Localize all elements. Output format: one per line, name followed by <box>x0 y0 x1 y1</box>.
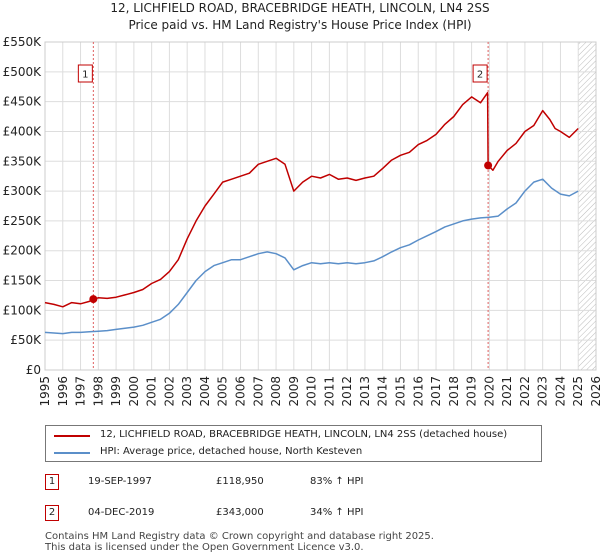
x-tick-label: 2011 <box>322 376 336 407</box>
x-tick-label: 2004 <box>198 376 212 407</box>
footer: Contains HM Land Registry data © Crown c… <box>45 531 434 553</box>
property-price-line <box>44 91 579 308</box>
y-tick-label: £400K <box>3 124 43 138</box>
legend-label-hpi: HPI: Average price, detached house, Nort… <box>100 446 363 457</box>
sale-label-box <box>77 64 93 83</box>
y-tick-label: £300K <box>3 184 43 198</box>
marker-lines <box>92 42 489 370</box>
x-tick-label: 2025 <box>571 376 585 407</box>
x-tick-label: 2009 <box>287 376 301 407</box>
legend-item-hpi: HPI: Average price, detached house, Nort… <box>46 445 541 461</box>
y-tick-label: £450K <box>3 95 43 109</box>
x-tick-label: 1995 <box>38 376 52 407</box>
transaction-date: 19-SEP-1997 <box>88 476 152 487</box>
chart-title: 12, LICHFIELD ROAD, BRACEBRIDGE HEATH, L… <box>0 0 600 34</box>
plot-area <box>45 42 596 370</box>
x-tick-label: 2026 <box>589 376 600 407</box>
x-tick-label: 2015 <box>393 376 407 407</box>
x-tick-label: 2014 <box>376 376 390 407</box>
x-tick-label: 2012 <box>340 376 354 407</box>
x-tick-label: 2021 <box>500 376 514 407</box>
sale-point <box>89 295 98 304</box>
sale-label: 2 <box>477 70 483 81</box>
x-tick-label: 2018 <box>447 376 461 407</box>
footer-line2: This data is licensed under the Open Gov… <box>45 542 364 553</box>
x-tick-label: 1998 <box>91 376 105 407</box>
y-tick-label: £50K <box>10 333 42 347</box>
y-tick-label: £0 <box>26 363 41 377</box>
x-tick-label: 2017 <box>429 376 443 407</box>
x-tick-label: 2022 <box>518 376 532 407</box>
x-tick-label: 2020 <box>482 376 496 407</box>
transaction-hpi: 83% ↑ HPI <box>310 476 364 487</box>
x-tick-label: 2005 <box>216 376 230 407</box>
x-tick-label: 2023 <box>536 376 550 407</box>
x-tick-label: 2002 <box>162 376 176 407</box>
x-tick-label: 1999 <box>109 376 123 407</box>
legend: 12, LICHFIELD ROAD, BRACEBRIDGE HEATH, L… <box>45 425 542 462</box>
x-tick-label: 2013 <box>358 376 372 407</box>
transaction-number: 2 <box>45 505 59 521</box>
x-tick-label: 2016 <box>411 376 425 407</box>
x-tick-label: 2010 <box>305 376 319 407</box>
y-tick-label: £100K <box>3 303 43 317</box>
x-tick-label: 2000 <box>127 376 141 407</box>
legend-label-property: 12, LICHFIELD ROAD, BRACEBRIDGE HEATH, L… <box>100 429 508 440</box>
legend-item-property: 12, LICHFIELD ROAD, BRACEBRIDGE HEATH, L… <box>46 428 541 444</box>
series-group <box>44 91 579 335</box>
grid <box>44 41 597 371</box>
plot-background <box>45 42 596 370</box>
transaction-price: £343,000 <box>216 507 264 518</box>
x-tick-label: 2007 <box>251 376 265 407</box>
x-tick-label: 2003 <box>180 376 194 407</box>
y-axis: £0 £50K £100K £150K £200K £250K £300K £350K £400… <box>3 35 43 377</box>
x-tick-label: 1996 <box>56 376 70 407</box>
x-tick-label: 1997 <box>74 376 88 407</box>
x-axis: 1995 1996 1997 1998 1999 2000 2001 2002 2003 2004… <box>38 376 600 407</box>
transaction-number: 1 <box>45 474 59 490</box>
y-tick-label: £150K <box>3 274 43 288</box>
y-tick-label: £550K <box>3 35 43 49</box>
x-tick-label: 2001 <box>145 376 159 407</box>
sale-label-box <box>472 64 488 83</box>
chart-title-line2: Price paid vs. HM Land Registry's House … <box>128 18 472 32</box>
x-tick-label: 2008 <box>269 376 283 407</box>
legend-swatch-property <box>54 435 90 437</box>
x-tick-label: 2024 <box>553 376 567 407</box>
footer-line1: Contains HM Land Registry data © Crown c… <box>45 531 434 542</box>
x-tick-label: 2006 <box>234 376 248 407</box>
plot-border <box>44 41 597 371</box>
sale-label: 1 <box>82 70 88 81</box>
chart-title-line1: 12, LICHFIELD ROAD, BRACEBRIDGE HEATH, L… <box>110 1 490 15</box>
y-tick-label: £500K <box>3 65 43 79</box>
transaction-price: £118,950 <box>216 476 264 487</box>
transaction-row: 2 04-DEC-2019 £343,000 34% ↑ HPI <box>0 505 600 525</box>
transaction-hpi: 34% ↑ HPI <box>310 507 364 518</box>
projection-hatch <box>578 42 596 370</box>
legend-swatch-hpi <box>54 452 90 454</box>
y-tick-label: £350K <box>3 154 43 168</box>
y-tick-label: £250K <box>3 214 43 228</box>
x-tick-label: 2019 <box>465 376 479 407</box>
transaction-row: 1 19-SEP-1997 £118,950 83% ↑ HPI <box>0 474 600 494</box>
transaction-date: 04-DEC-2019 <box>88 507 155 518</box>
y-tick-label: £200K <box>3 244 43 258</box>
hpi-line <box>44 178 579 335</box>
sale-point <box>484 161 493 170</box>
